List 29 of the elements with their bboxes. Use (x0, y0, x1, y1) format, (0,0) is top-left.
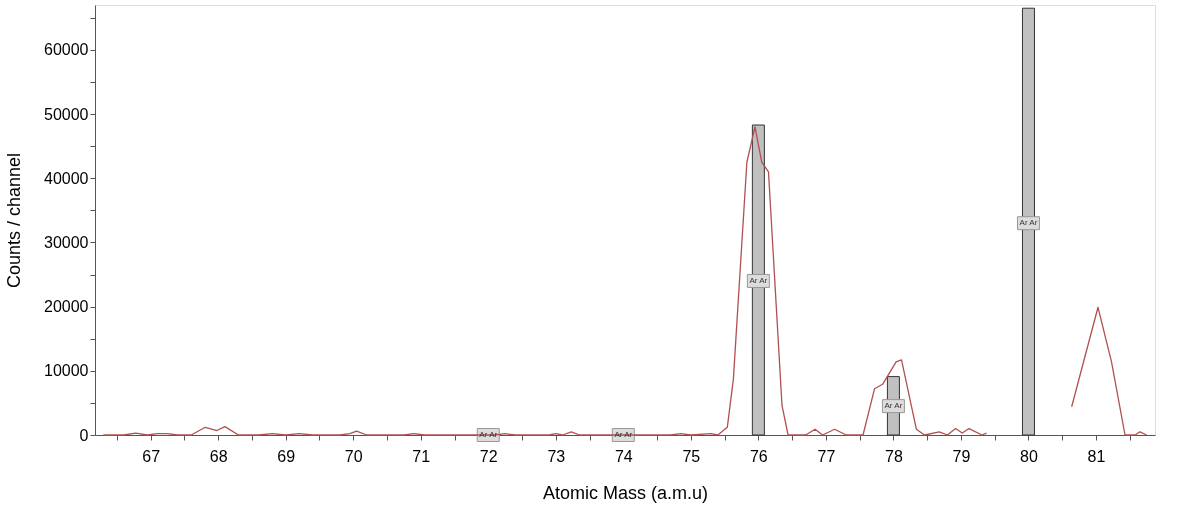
x-tick-label: 80 (1020, 447, 1038, 465)
x-tick-label: 77 (817, 447, 836, 465)
x-tick-label: 71 (412, 447, 431, 465)
x-tick-label: 69 (277, 447, 296, 465)
x-tick-label: 67 (142, 447, 161, 465)
x-tick-label: 74 (614, 447, 633, 465)
x-tick-label: 75 (682, 447, 701, 465)
y-tick-label: 10000 (44, 362, 89, 380)
x-tick-label: 78 (885, 447, 903, 465)
x-tick-label: 76 (749, 447, 768, 465)
x-tick-label: 70 (344, 447, 363, 465)
x-tick-label: 72 (479, 447, 498, 465)
annotation: Ar Ar (1019, 218, 1038, 228)
x-tick-label: 73 (547, 447, 566, 465)
y-tick-label: 50000 (44, 105, 89, 123)
x-axis-title: Atomic Mass (a.m.u) (542, 482, 709, 503)
y-tick-label: 20000 (44, 298, 89, 316)
y-tick-label: 60000 (44, 41, 89, 59)
annotation: Ar Ar (749, 275, 768, 285)
bar (1021, 7, 1035, 436)
annotation: Ar Ar (884, 401, 903, 411)
y-axis-title: Counts / channel (4, 152, 25, 289)
x-tick-label: 79 (952, 447, 971, 465)
x-tick-label: 68 (209, 447, 228, 465)
y-tick-label: 30000 (44, 233, 89, 251)
x-tick-label: 81 (1087, 447, 1106, 465)
bar (751, 124, 765, 436)
y-tick-label: 40000 (44, 169, 89, 187)
y-tick-label: 0 (79, 426, 89, 444)
